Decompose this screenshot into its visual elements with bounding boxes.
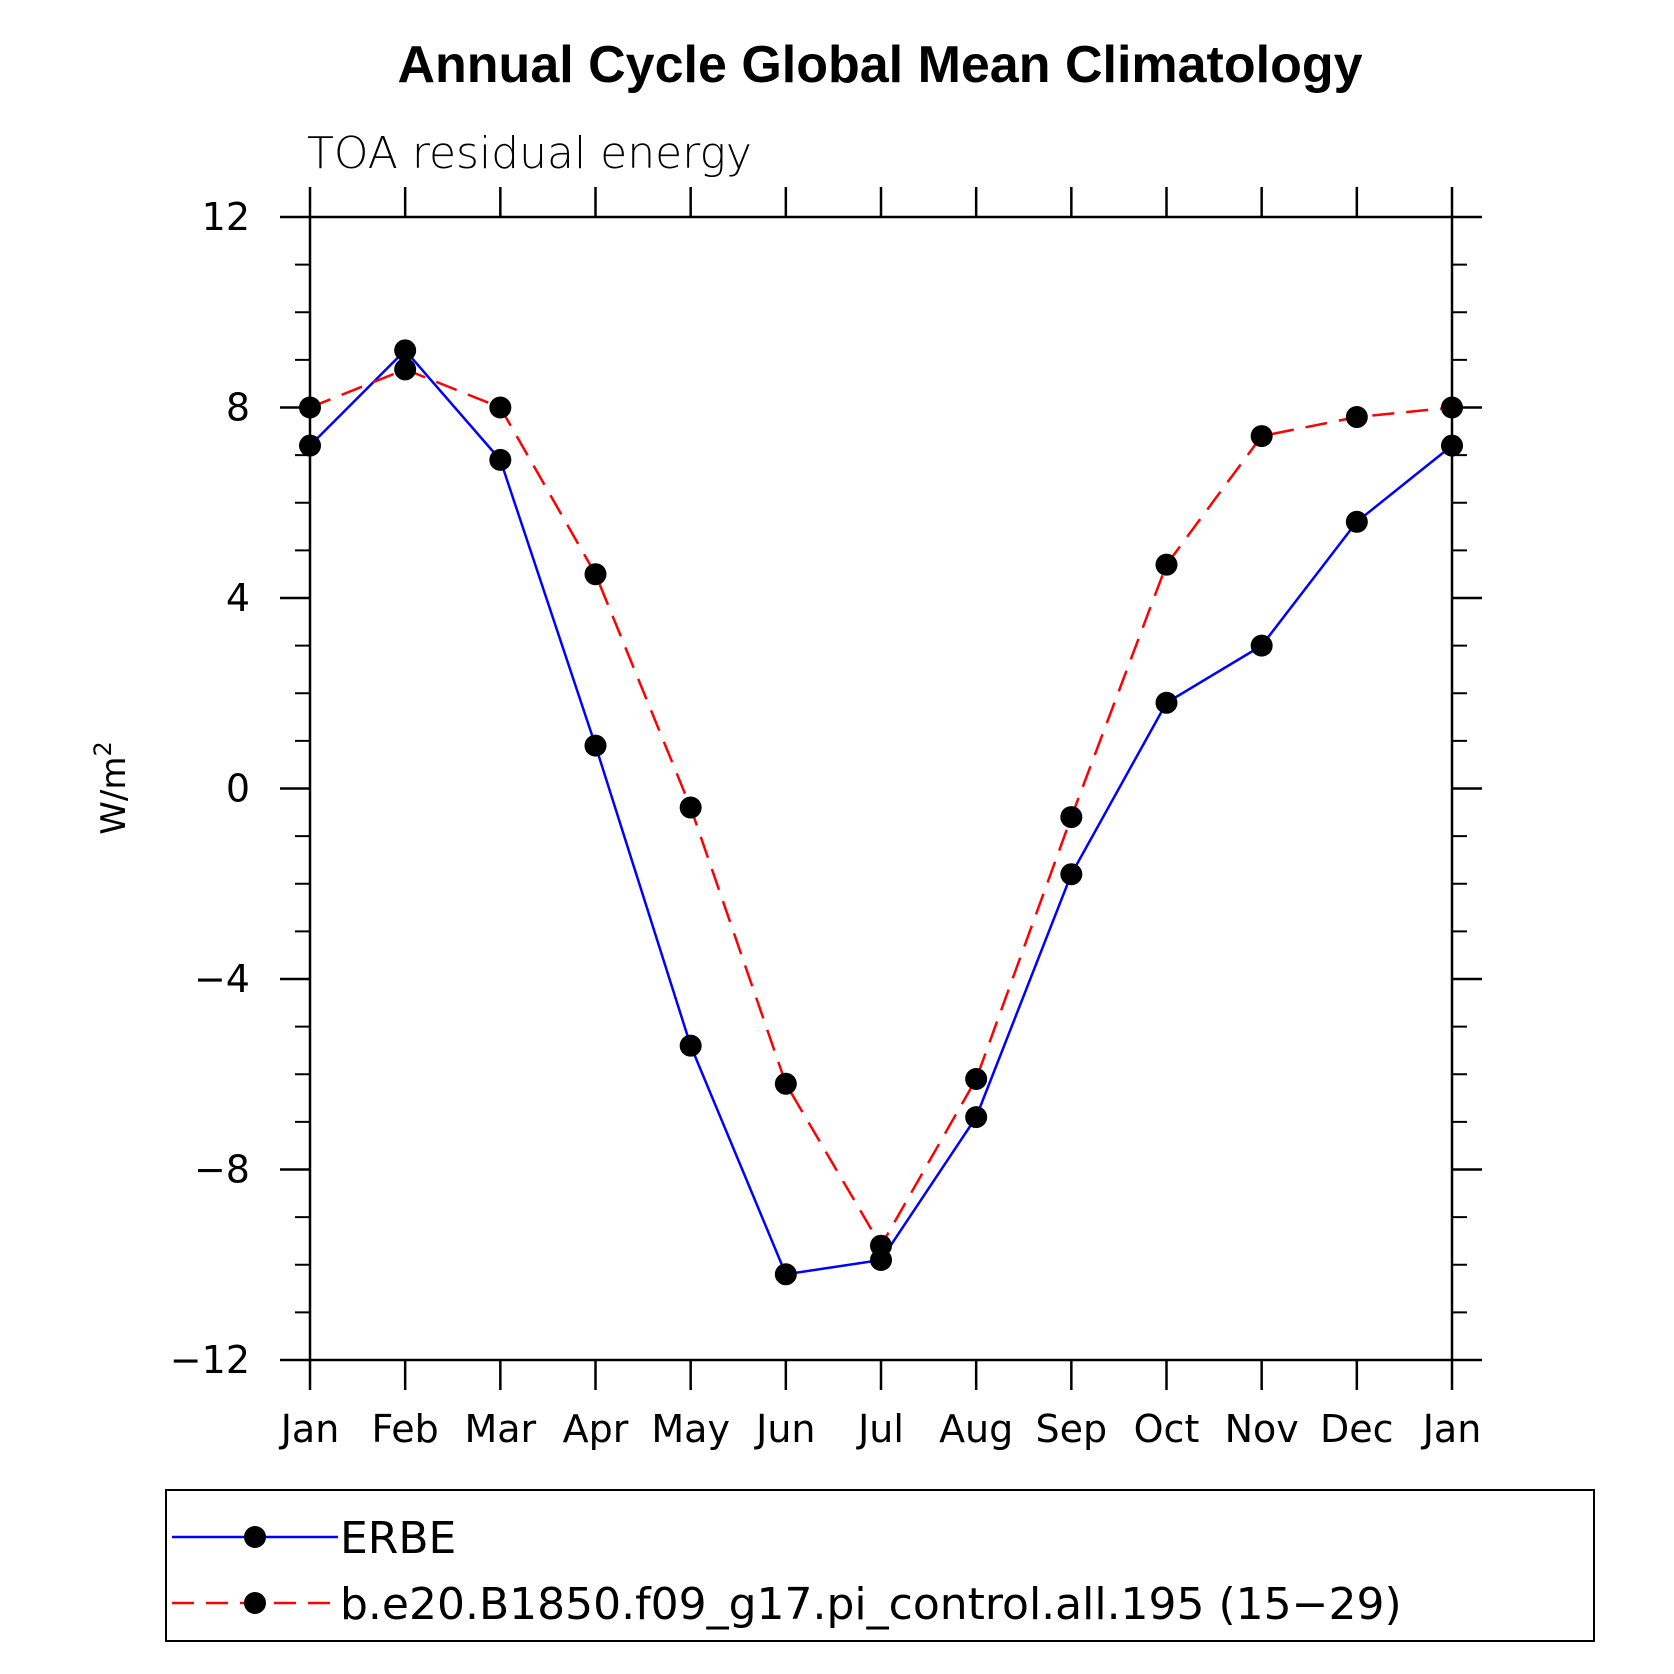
series-markers xyxy=(299,339,1463,1286)
legend-marker-0 xyxy=(244,1526,266,1548)
data-point-series-1 xyxy=(870,1234,892,1257)
chart-subtitle: TOA residual energy xyxy=(307,128,752,179)
data-point-series-1 xyxy=(299,396,321,419)
data-point-series-1 xyxy=(1155,553,1178,576)
data-point-series-1 xyxy=(489,396,512,419)
x-tick-label: Jun xyxy=(754,1407,815,1451)
x-tick-label: Nov xyxy=(1225,1407,1299,1451)
data-point-series-0 xyxy=(774,1263,797,1286)
plot-frame xyxy=(308,215,1454,1362)
data-point-series-0 xyxy=(965,1106,988,1129)
data-point-series-0 xyxy=(394,339,417,362)
y-tick-label: 0 xyxy=(226,767,250,811)
data-point-series-1 xyxy=(584,563,607,586)
data-point-series-1 xyxy=(965,1068,988,1091)
legend: ERBE b.e20.B1850.f09_g17.pi_control.all.1… xyxy=(172,1513,1402,1630)
legend-marker-1 xyxy=(244,1592,266,1614)
series-line-1 xyxy=(309,368,1453,1249)
x-tick-label: Jan xyxy=(279,1407,340,1451)
y-tick-label: 4 xyxy=(226,576,250,620)
y-tick-label: −12 xyxy=(170,1338,250,1382)
x-tick-label: Sep xyxy=(1036,1407,1108,1451)
data-point-series-0 xyxy=(679,1034,702,1057)
x-tick-label: Apr xyxy=(563,1407,629,1451)
chart-title: Annual Cycle Global Mean Climatology xyxy=(397,36,1362,94)
series-line-0 xyxy=(309,348,1453,1276)
data-point-series-1 xyxy=(394,358,417,381)
y-axis-label: W/m2 xyxy=(89,741,134,834)
data-point-series-0 xyxy=(1345,510,1368,533)
y-tick-label: −4 xyxy=(194,957,250,1001)
legend-label-0: ERBE xyxy=(340,1513,456,1564)
data-point-series-0 xyxy=(1250,634,1273,657)
x-axis-ticks: Jan Feb Mar Apr May Jun Jul Aug Sep Oct Nov Dec Jan xyxy=(279,187,1482,1451)
x-tick-label: Oct xyxy=(1134,1407,1200,1451)
x-tick-label: Dec xyxy=(1320,1407,1394,1451)
y-axis-label-text: W/m xyxy=(94,757,134,835)
x-tick-label: Jan xyxy=(1421,1407,1482,1451)
data-point-series-0 xyxy=(1060,863,1083,886)
x-tick-label: Jul xyxy=(856,1407,904,1451)
x-tick-label: May xyxy=(651,1407,730,1451)
y-tick-label: 12 xyxy=(202,195,250,239)
y-axis-label-superscript: 2 xyxy=(89,741,117,756)
x-tick-label: Mar xyxy=(464,1407,536,1451)
data-point-series-1 xyxy=(774,1072,797,1095)
data-point-series-0 xyxy=(489,448,512,471)
data-point-series-0 xyxy=(1441,434,1463,457)
y-axis-ticks: −12 −8 −4 0 4 8 12 xyxy=(170,195,1482,1382)
series-lines xyxy=(309,348,1453,1276)
data-point-series-0 xyxy=(299,434,321,457)
data-point-series-1 xyxy=(1345,406,1368,429)
data-point-series-1 xyxy=(679,796,702,819)
legend-label-1: b.e20.B1850.f09_g17.pi_control.all.195 (… xyxy=(340,1579,1402,1630)
x-tick-label: Aug xyxy=(939,1407,1013,1451)
data-point-series-1 xyxy=(1250,425,1273,448)
data-point-series-1 xyxy=(1060,806,1083,829)
y-tick-label: 8 xyxy=(226,386,250,430)
x-tick-label: Feb xyxy=(372,1407,439,1451)
data-point-series-0 xyxy=(584,734,607,757)
data-point-series-0 xyxy=(1155,691,1178,714)
data-point-series-1 xyxy=(1441,396,1463,419)
y-tick-label: −8 xyxy=(194,1148,250,1192)
legend-box xyxy=(165,1489,1595,1642)
